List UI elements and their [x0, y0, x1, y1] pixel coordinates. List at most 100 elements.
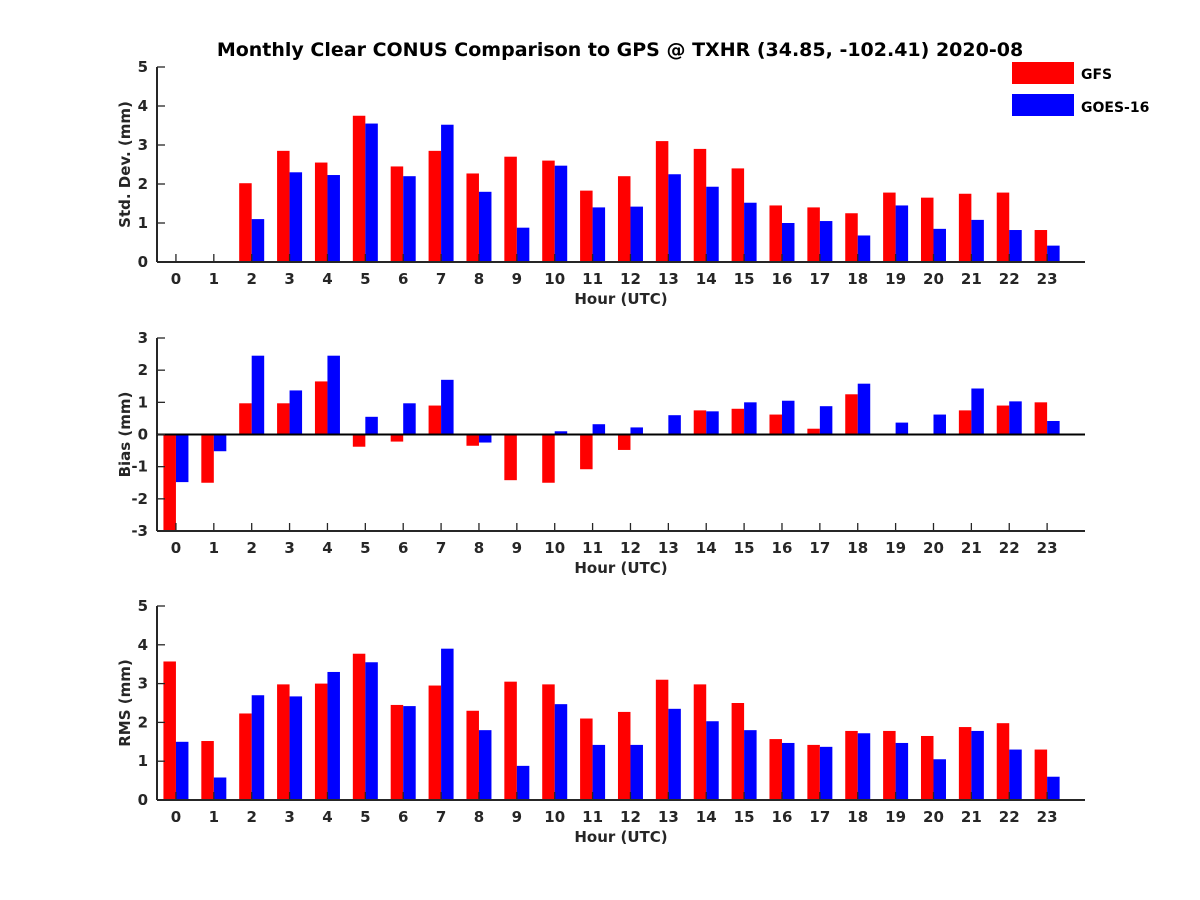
x-tick-label-bias-11: 11: [582, 539, 603, 557]
bar-bias-goes16-15: [744, 402, 757, 435]
x-tick-label-stddev-23: 23: [1037, 270, 1058, 288]
bar-stddev-goes16-10: [554, 165, 568, 262]
bar-stddev-gfs-17: [807, 207, 820, 262]
x-tick-label-bias-16: 16: [772, 539, 793, 557]
subplot-rms: 0 1 2 3 4 5 6 7 8 9 10 11 12 13 14 15 16 17 18 19 20 21 22 2301…: [116, 597, 1085, 846]
x-tick-label-rms-19: 19: [885, 808, 906, 826]
x-tick-label-stddev-3: 3: [284, 270, 294, 288]
x-tick-label-bias-19: 19: [885, 539, 906, 557]
plots: 0 1 2 3 4 5 6 7 8 9 10 11 12 13 14 15 16 17 18 19 20 21 22 2301…: [116, 58, 1085, 846]
x-tick-label-stddev-13: 13: [658, 270, 679, 288]
x-tick-label-stddev-16: 16: [772, 270, 793, 288]
bar-bias-goes16-8: [478, 434, 492, 443]
x-tick-label-bias-8: 8: [474, 539, 484, 557]
bar-stddev-gfs-9: [504, 156, 517, 262]
bar-bias-goes16-0: [175, 434, 189, 483]
bar-bias-gfs-11: [580, 434, 593, 470]
x-tick-label-bias-6: 6: [398, 539, 408, 557]
x-tick-label-rms-17: 17: [809, 808, 830, 826]
bar-rms-gfs-6: [390, 704, 404, 800]
x-tick-label-stddev-22: 22: [999, 270, 1020, 288]
bar-rms-gfs-1: [201, 741, 214, 800]
bar-bias-gfs-17: [807, 428, 820, 435]
bar-stddev-goes16-14: [706, 186, 719, 262]
bar-bias-goes16-18: [857, 383, 871, 435]
bar-stddev-gfs-8: [466, 173, 479, 262]
bar-rms-goes16-18: [857, 733, 871, 800]
bar-rms-gfs-17: [807, 744, 820, 800]
y-tick-label-rms-5: 5: [138, 597, 148, 615]
x-tick-label-bias-3: 3: [284, 539, 294, 557]
x-tick-label-stddev-9: 9: [512, 270, 522, 288]
bar-rms-goes16-1: [213, 777, 227, 800]
bar-stddev-goes16-9: [516, 227, 530, 262]
bar-stddev-gfs-7: [428, 150, 442, 262]
y-tick-label-stddev-2: 2: [138, 175, 148, 193]
bar-bias-gfs-10: [542, 434, 555, 483]
bar-bias-gfs-1: [201, 434, 214, 483]
bar-stddev-gfs-16: [769, 205, 782, 262]
bar-rms-gfs-2: [239, 713, 252, 800]
x-tick-label-rms-23: 23: [1037, 808, 1058, 826]
bar-rms-gfs-3: [277, 684, 290, 800]
y-tick-label-bias-1: 1: [138, 393, 148, 411]
x-tick-label-bias-9: 9: [512, 539, 522, 557]
x-tick-label-stddev-12: 12: [620, 270, 641, 288]
bar-rms-gfs-16: [769, 739, 782, 800]
legend-swatch-goes16: [1012, 94, 1074, 116]
x-tick-label-stddev-20: 20: [923, 270, 944, 288]
bar-rms-gfs-7: [428, 685, 442, 800]
bar-bias-goes16-1: [213, 434, 227, 452]
bar-bias-goes16-5: [365, 416, 378, 435]
bar-stddev-gfs-15: [731, 168, 745, 262]
bar-rms-goes16-0: [175, 741, 189, 800]
bar-bias-gfs-12: [617, 434, 631, 450]
bar-bias-goes16-12: [630, 427, 643, 435]
bar-bias-gfs-14: [693, 410, 707, 435]
bar-stddev-gfs-22: [996, 192, 1010, 262]
y-tick-label-bias-2: 2: [138, 361, 148, 379]
bar-rms-goes16-7: [441, 648, 454, 800]
bar-stddev-goes16-6: [403, 176, 416, 262]
bar-bias-goes16-11: [592, 424, 606, 435]
bar-bias-goes16-7: [441, 379, 454, 435]
bar-stddev-gfs-2: [239, 183, 252, 262]
y-tick-label-stddev-4: 4: [138, 97, 148, 115]
bar-stddev-goes16-16: [781, 223, 795, 262]
x-tick-label-rms-4: 4: [322, 808, 332, 826]
bar-stddev-gfs-20: [920, 197, 934, 262]
x-tick-label-bias-21: 21: [961, 539, 982, 557]
bar-rms-gfs-22: [996, 723, 1010, 800]
x-tick-label-rms-12: 12: [620, 808, 641, 826]
bar-bias-gfs-2: [239, 403, 252, 435]
bar-rms-goes16-6: [403, 706, 416, 800]
x-tick-label-bias-22: 22: [999, 539, 1020, 557]
bar-rms-gfs-21: [958, 727, 972, 800]
bar-bias-gfs-16: [769, 414, 782, 435]
y-tick-label-bias--3: -3: [131, 522, 148, 540]
bar-rms-gfs-13: [655, 679, 669, 800]
bar-bias-gfs-15: [731, 408, 745, 435]
bar-rms-goes16-21: [971, 730, 984, 800]
bar-rms-goes16-11: [592, 744, 606, 800]
x-tick-label-bias-23: 23: [1037, 539, 1058, 557]
legend-label-goes16: GOES-16: [1081, 100, 1149, 116]
bar-rms-gfs-14: [693, 684, 707, 800]
bar-bias-goes16-20: [933, 414, 946, 435]
x-tick-label-stddev-21: 21: [961, 270, 982, 288]
bar-rms-goes16-12: [630, 744, 643, 800]
bar-stddev-goes16-2: [251, 219, 265, 262]
x-tick-label-stddev-1: 1: [209, 270, 219, 288]
x-tick-label-bias-18: 18: [847, 539, 868, 557]
bar-stddev-gfs-3: [277, 150, 290, 262]
x-tick-label-bias-20: 20: [923, 539, 944, 557]
x-tick-label-rms-5: 5: [360, 808, 370, 826]
bar-bias-gfs-4: [314, 381, 328, 435]
bar-stddev-goes16-19: [895, 205, 909, 262]
bar-stddev-goes16-5: [365, 123, 378, 262]
subplot-stddev: 0 1 2 3 4 5 6 7 8 9 10 11 12 13 14 15 16 17 18 19 20 21 22 2301…: [116, 58, 1085, 308]
bar-stddev-goes16-22: [1009, 230, 1022, 262]
bar-bias-gfs-8: [466, 434, 479, 446]
legend-swatch-gfs: [1012, 62, 1074, 84]
